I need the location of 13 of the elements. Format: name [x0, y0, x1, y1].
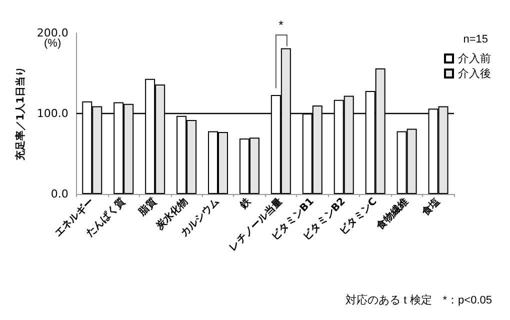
y-axis-title: 充足率／1人1日当り — [14, 66, 26, 162]
y-tick-label: 100.0 — [36, 107, 68, 120]
text: n=15 — [463, 34, 488, 46]
text: * — [278, 18, 284, 32]
text: 対応のある t 検定 *：p<0.05 — [346, 294, 492, 306]
y-tick-label: 200.0 — [36, 26, 68, 40]
x-tick-label: 鉄 — [237, 194, 254, 212]
legend-label: 介入後 — [458, 67, 491, 80]
y-tick-label: 0.0 — [50, 188, 68, 200]
text: (%) — [44, 38, 62, 50]
legend-label: 介入前 — [458, 52, 491, 65]
x-tick-label: 脂質 — [136, 195, 159, 219]
x-tick-label: 食塩 — [418, 195, 442, 219]
